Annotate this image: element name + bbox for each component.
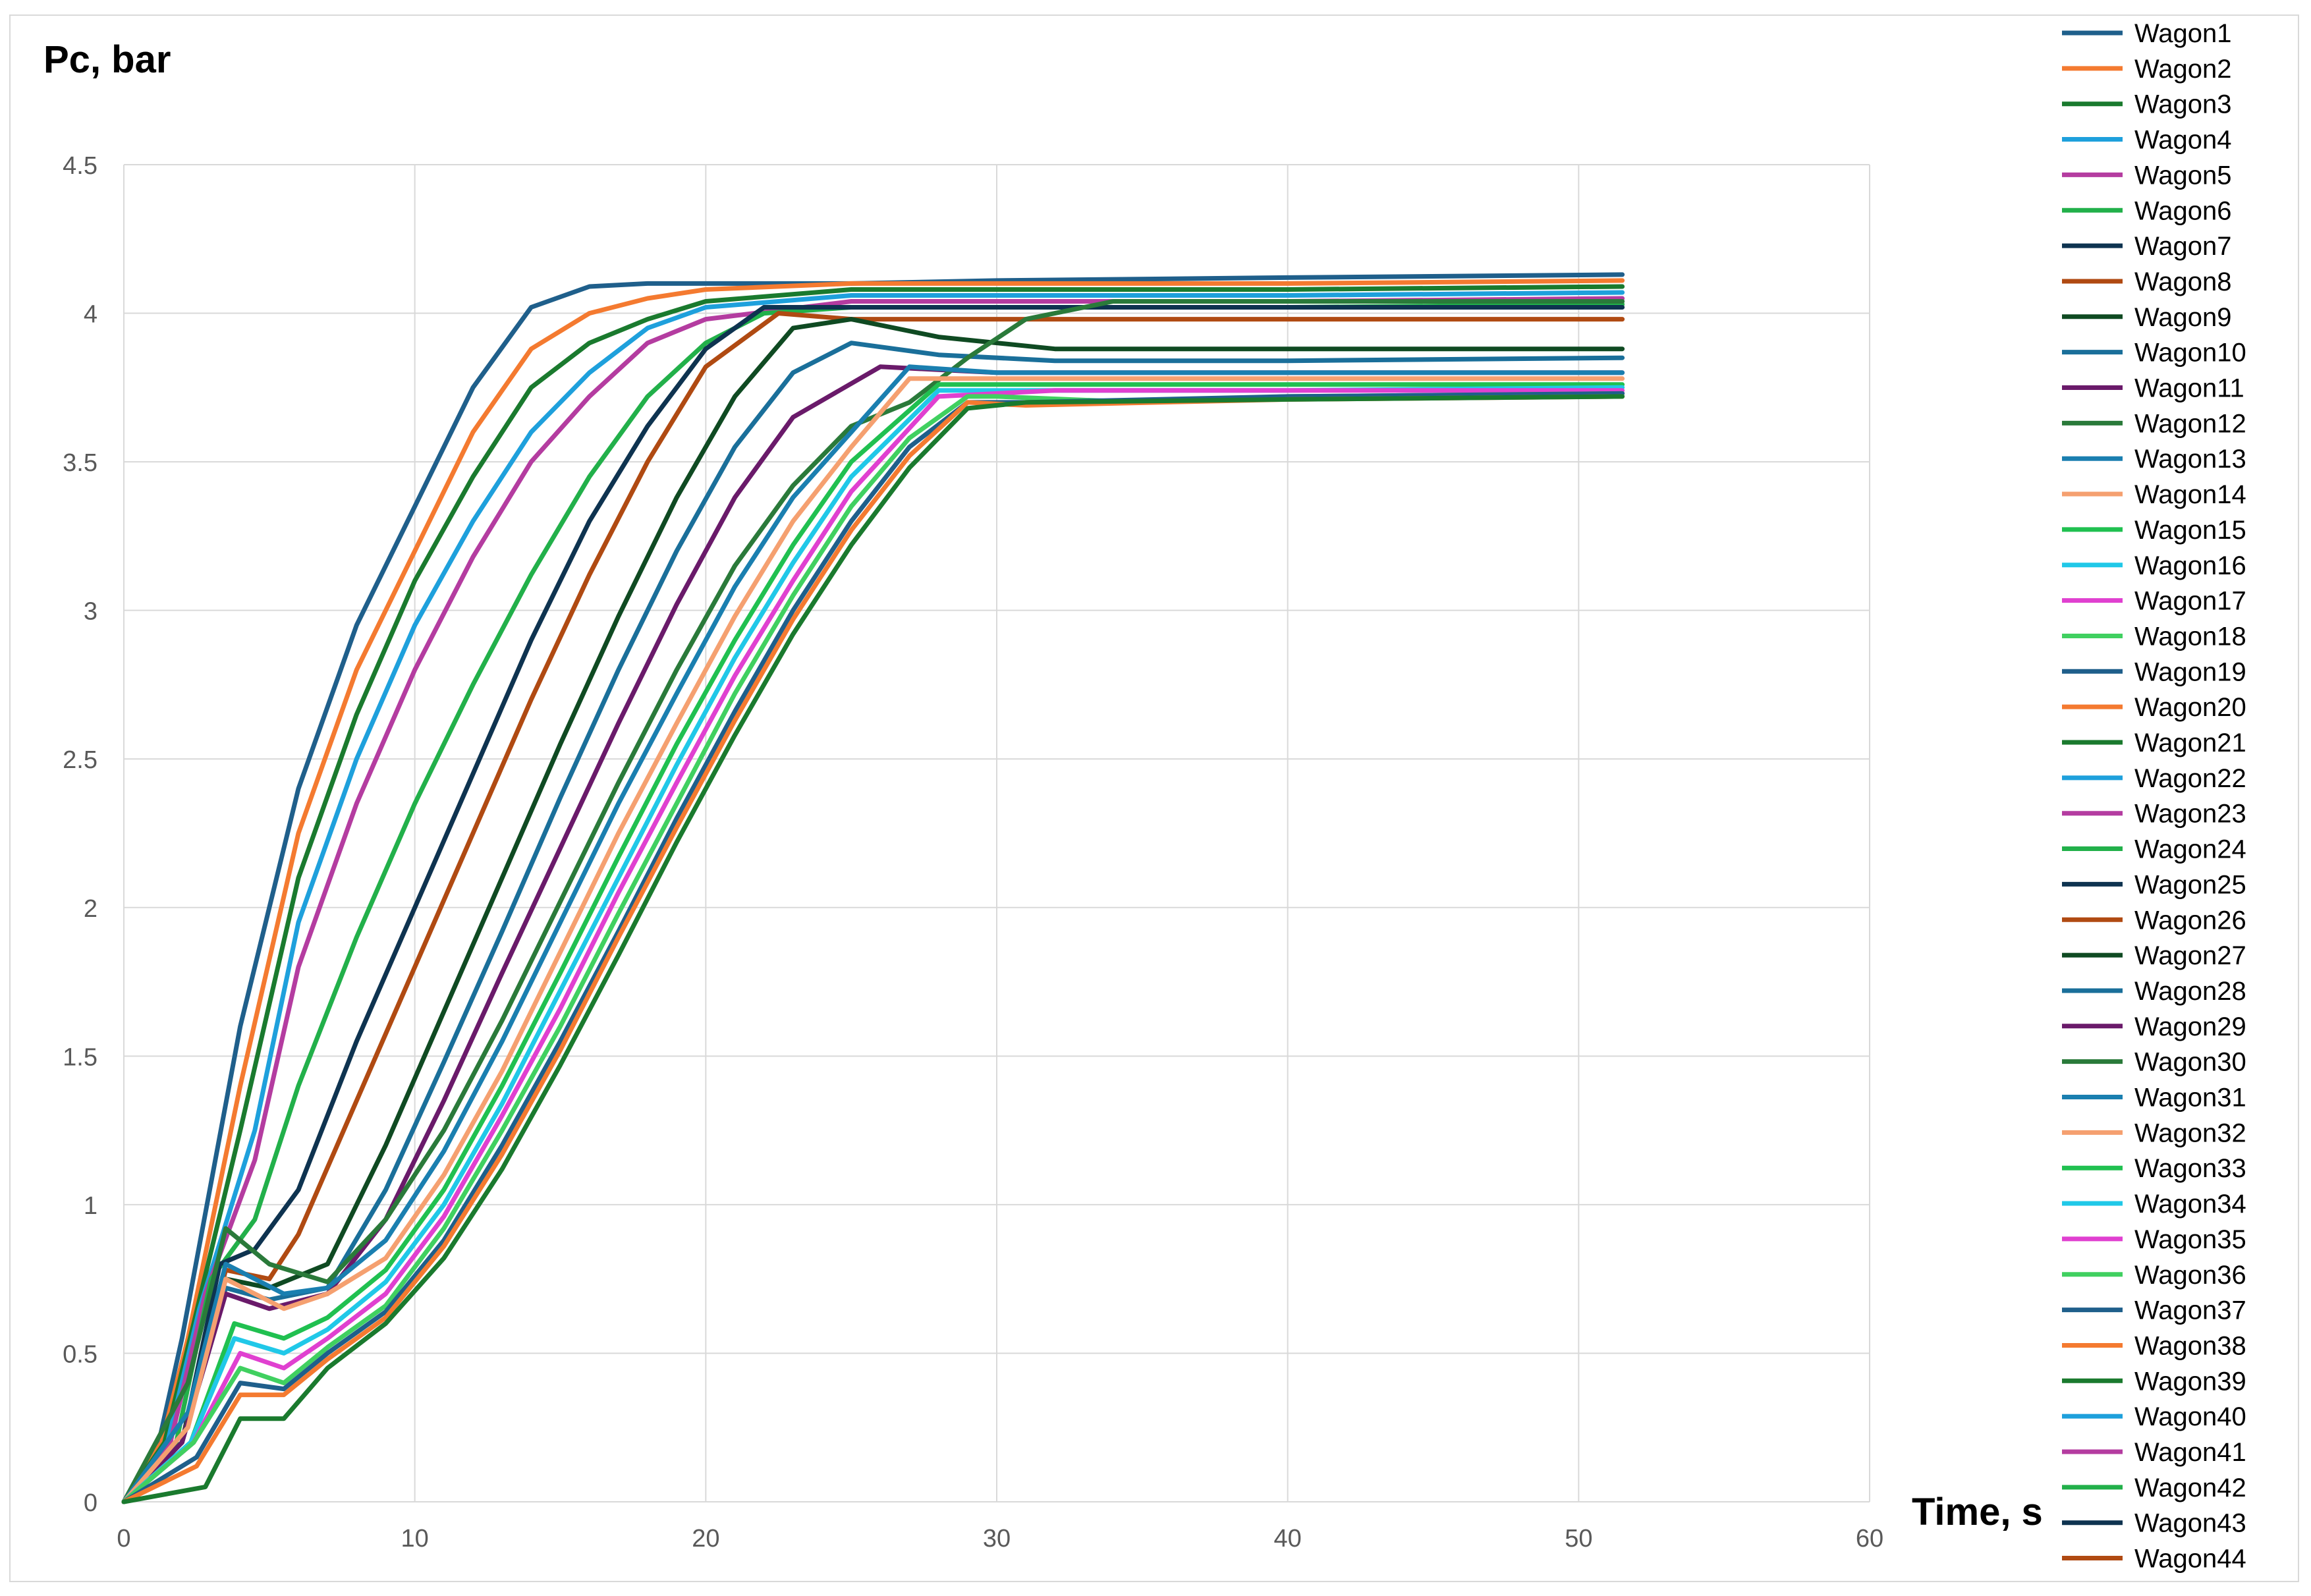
y-tick-label: 2.5 bbox=[63, 746, 97, 774]
y-tick-label: 3 bbox=[84, 598, 97, 626]
series-line-wagon34 bbox=[121, 391, 1625, 1504]
legend-label: Wagon22 bbox=[2134, 764, 2246, 793]
x-tick-label: 50 bbox=[1565, 1525, 1592, 1553]
legend-label: Wagon36 bbox=[2134, 1261, 2246, 1290]
legend-label: Wagon30 bbox=[2134, 1048, 2246, 1077]
legend-label: Wagon29 bbox=[2134, 1012, 2246, 1041]
legend-label: Wagon15 bbox=[2134, 516, 2246, 545]
legend-label: Wagon3 bbox=[2134, 90, 2232, 119]
legend-label: Wagon12 bbox=[2134, 409, 2246, 438]
gridlines bbox=[123, 164, 1870, 1502]
series-line-wagon28 bbox=[121, 385, 1625, 1504]
legend-label: Wagon4 bbox=[2134, 126, 2232, 155]
legend-label: Wagon44 bbox=[2134, 1545, 2246, 1574]
series-line-wagon1 bbox=[121, 272, 1625, 1504]
legend-label: Wagon39 bbox=[2134, 1367, 2246, 1396]
legend: Wagon1 Wagon2 Wagon3 Wagon4 Wagon5 Wagon6 Wago… bbox=[2062, 19, 2246, 1574]
y-tick-label: 0 bbox=[84, 1489, 97, 1517]
legend-label: Wagon16 bbox=[2134, 551, 2246, 580]
series-line-wagon14 bbox=[121, 317, 1625, 1504]
legend-label: Wagon43 bbox=[2134, 1509, 2246, 1538]
x-tick-label: 40 bbox=[1274, 1525, 1302, 1553]
series-line-wagon22 bbox=[121, 364, 1625, 1504]
legend-label: Wagon23 bbox=[2134, 800, 2246, 829]
y-tick-label: 3.5 bbox=[63, 449, 97, 477]
legend-label: Wagon26 bbox=[2134, 906, 2246, 935]
legend-label: Wagon42 bbox=[2134, 1473, 2246, 1502]
legend-label: Wagon14 bbox=[2134, 480, 2246, 509]
series-line-wagon36 bbox=[121, 394, 1625, 1504]
x-tick-label: 20 bbox=[692, 1525, 719, 1553]
legend-label: Wagon28 bbox=[2134, 977, 2246, 1006]
legend-label: Wagon19 bbox=[2134, 657, 2246, 686]
y-tick-label: 0.5 bbox=[63, 1340, 97, 1368]
series-line-wagon2 bbox=[121, 278, 1625, 1504]
legend-label: Wagon1 bbox=[2134, 19, 2232, 48]
series-line-wagon20 bbox=[121, 299, 1625, 1504]
series-line-wagon3 bbox=[121, 284, 1625, 1504]
series-lines bbox=[121, 272, 1625, 1504]
legend-label: Wagon32 bbox=[2134, 1118, 2246, 1147]
x-tick-label: 30 bbox=[983, 1525, 1011, 1553]
legend-label: Wagon25 bbox=[2134, 870, 2246, 899]
legend-label: Wagon13 bbox=[2134, 445, 2246, 474]
legend-label: Wagon41 bbox=[2134, 1438, 2246, 1467]
legend-label: Wagon11 bbox=[2134, 374, 2244, 403]
legend-label: Wagon6 bbox=[2134, 196, 2232, 225]
x-axis-title: Time, s bbox=[1912, 1491, 2043, 1533]
series-line-wagon10 bbox=[121, 305, 1625, 1504]
series-line-wagon30 bbox=[121, 388, 1625, 1504]
series-line-wagon32 bbox=[121, 391, 1625, 1504]
series-line-wagon4 bbox=[121, 290, 1625, 1504]
y-tick-label: 4 bbox=[84, 301, 97, 329]
legend-label: Wagon20 bbox=[2134, 693, 2246, 722]
axes: 0 0.5 1 1.5 2 2.5 3 3.5 4 4.5 0 10 20 30 40 50 60 bbox=[63, 152, 1883, 1553]
legend-label: Wagon5 bbox=[2134, 161, 2232, 190]
series-line-wagon38 bbox=[121, 394, 1625, 1504]
x-tick-label: 10 bbox=[401, 1525, 429, 1553]
legend-label: Wagon33 bbox=[2134, 1154, 2246, 1183]
legend-label: Wagon7 bbox=[2134, 232, 2232, 261]
y-tick-label: 4.5 bbox=[63, 152, 97, 180]
legend-label: Wagon27 bbox=[2134, 941, 2246, 970]
legend-label: Wagon9 bbox=[2134, 303, 2232, 332]
series-line-wagon26 bbox=[121, 382, 1625, 1504]
legend-label: Wagon38 bbox=[2134, 1331, 2246, 1360]
legend-label: Wagon21 bbox=[2134, 729, 2246, 757]
legend-label: Wagon10 bbox=[2134, 339, 2246, 368]
legend-label: Wagon24 bbox=[2134, 835, 2246, 864]
y-tick-label: 1.5 bbox=[63, 1043, 97, 1071]
series-line-wagon5 bbox=[121, 296, 1625, 1504]
legend-label: Wagon40 bbox=[2134, 1402, 2246, 1431]
legend-label: Wagon37 bbox=[2134, 1296, 2246, 1325]
legend-label: Wagon31 bbox=[2134, 1084, 2246, 1113]
x-tick-label: 60 bbox=[1856, 1525, 1883, 1553]
legend-label: Wagon34 bbox=[2134, 1190, 2246, 1219]
series-line-wagon12 bbox=[121, 311, 1625, 1504]
legend-label: Wagon35 bbox=[2134, 1225, 2246, 1254]
x-tick-label: 0 bbox=[117, 1525, 130, 1553]
legend-label: Wagon2 bbox=[2134, 55, 2232, 84]
legend-label: Wagon8 bbox=[2134, 267, 2232, 296]
y-axis-title: Pc, bar bbox=[43, 38, 171, 81]
series-line-wagon24 bbox=[121, 376, 1625, 1504]
legend-label: Wagon17 bbox=[2134, 587, 2246, 616]
y-tick-label: 2 bbox=[84, 895, 97, 923]
y-tick-label: 1 bbox=[84, 1192, 97, 1220]
legend-label: Wagon18 bbox=[2134, 622, 2246, 651]
